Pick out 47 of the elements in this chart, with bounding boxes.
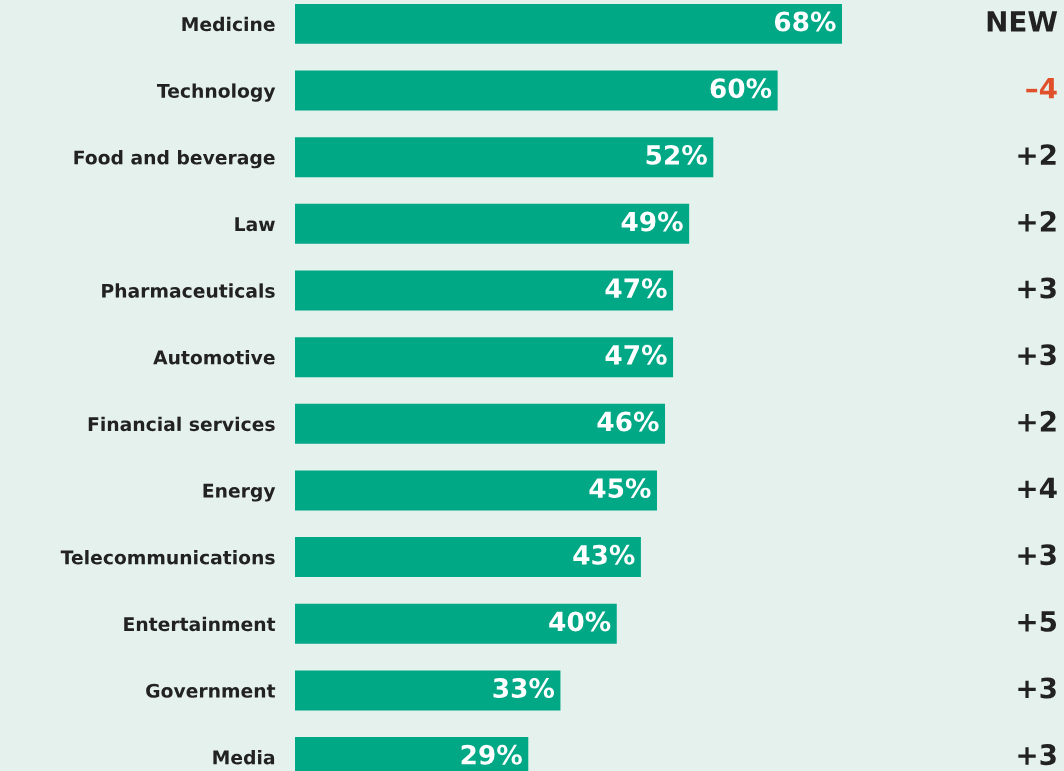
data-label: 33%	[493, 678, 555, 699]
text: +3	[1018, 744, 1056, 766]
data-label: 29%	[461, 744, 522, 765]
data-label: 52%	[646, 144, 707, 165]
y-tick-label: Entertainment	[124, 616, 276, 632]
data-label: 45%	[589, 478, 651, 499]
data-label: 49%	[621, 211, 683, 232]
bar	[295, 70, 778, 111]
text: +5	[1018, 611, 1057, 632]
text: +2	[1018, 144, 1056, 165]
y-tick-label: Pharmaceuticals	[102, 283, 275, 298]
bar	[295, 537, 641, 578]
bar	[295, 3, 842, 44]
y-tick-label: Food and beverage	[74, 150, 275, 169]
y-tick-label: Media	[213, 749, 275, 765]
text: +2	[1018, 410, 1056, 432]
text: +3	[1018, 677, 1056, 699]
y-tick-label: Government	[146, 683, 276, 698]
bar	[295, 470, 657, 511]
bar	[295, 137, 714, 178]
data-label: 47%	[605, 278, 667, 299]
data-label: 43%	[573, 544, 635, 565]
y-tick-label: Medicine	[182, 16, 275, 32]
y-tick-label: Financial services	[88, 416, 275, 432]
y-tick-label: Energy	[203, 483, 276, 502]
bar	[295, 603, 617, 644]
data-label: 68%	[774, 11, 836, 32]
y-tick-label: Telecommunications	[60, 549, 275, 565]
data-label: 60%	[710, 78, 772, 99]
bar	[295, 270, 674, 311]
bar	[295, 670, 561, 711]
bar	[295, 337, 674, 378]
bar	[295, 403, 666, 444]
text: –4	[1026, 77, 1057, 99]
text: +2	[1018, 210, 1056, 232]
data-label: 46%	[597, 411, 659, 432]
text: +3	[1018, 544, 1056, 566]
text: NEW	[987, 11, 1058, 32]
text: +4	[1018, 477, 1057, 499]
data-label: 47%	[605, 344, 667, 365]
text: +3	[1018, 277, 1056, 299]
text: +3	[1018, 344, 1056, 366]
y-tick-label: Law	[235, 217, 275, 232]
y-tick-label: Automotive	[153, 350, 275, 365]
bar	[295, 203, 690, 244]
data-label: 40%	[549, 611, 611, 632]
y-tick-label: Technology	[156, 83, 276, 102]
